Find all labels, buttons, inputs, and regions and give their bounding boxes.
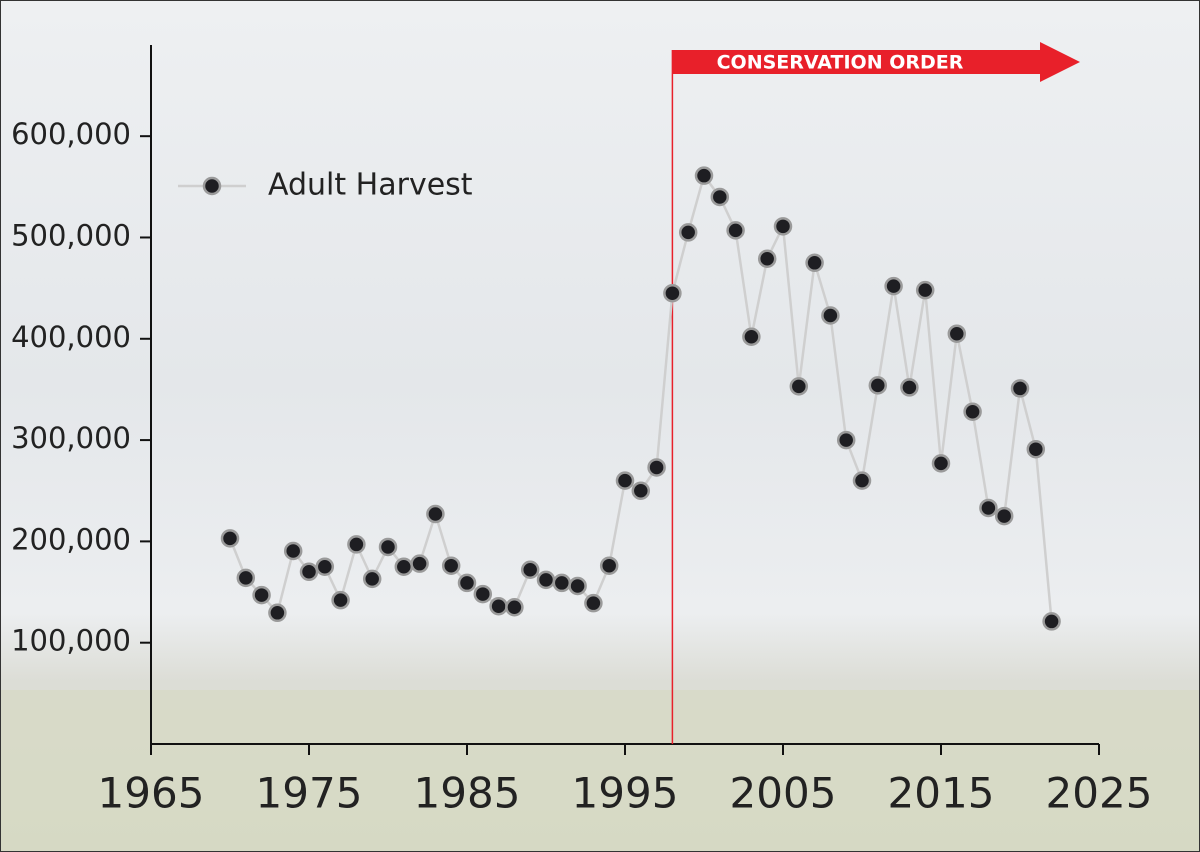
x-tick-label: 2025 (1046, 769, 1153, 818)
legend-label: Adult Harvest (268, 168, 473, 203)
data-point (1026, 439, 1046, 459)
data-point (268, 603, 287, 623)
data-point (362, 569, 382, 589)
ground (1, 690, 1199, 851)
data-point (947, 324, 967, 343)
data-point (394, 557, 414, 576)
data-point (1042, 612, 1061, 631)
data-point (584, 593, 603, 613)
data-point (299, 562, 319, 582)
y-tick-label: 500,000 (11, 218, 131, 252)
x-tick-label: 1975 (256, 769, 363, 818)
data-point (821, 306, 840, 325)
data-point (979, 498, 998, 518)
data-point (852, 471, 872, 490)
data-point (663, 283, 682, 303)
annotation-text: CONSERVATION ORDER (717, 52, 964, 74)
data-point (220, 529, 240, 548)
data-point (520, 560, 540, 580)
data-point (331, 590, 350, 610)
data-point (631, 481, 651, 500)
x-tick-label: 2015 (888, 769, 995, 818)
data-point (552, 573, 572, 593)
data-point (647, 458, 666, 477)
data-point (884, 276, 903, 296)
data-point (489, 596, 508, 616)
y-tick-label: 200,000 (11, 522, 131, 556)
data-point (836, 430, 856, 450)
data-point (410, 554, 429, 573)
x-tick-label: 1965 (98, 769, 205, 818)
y-tick-label: 600,000 (11, 117, 131, 151)
x-tick-label: 1995 (572, 769, 679, 818)
data-point (457, 573, 477, 593)
data-point (378, 537, 398, 557)
data-point (252, 585, 271, 605)
annotation-arrow (672, 42, 1080, 82)
legend-marker (202, 176, 222, 196)
data-point (473, 584, 493, 604)
data-point (678, 223, 698, 242)
data-point (441, 556, 461, 575)
x-tick-label: 2005 (730, 769, 837, 818)
data-point (283, 541, 303, 561)
data-point (773, 217, 793, 236)
data-point (615, 471, 635, 490)
data-point (742, 327, 761, 347)
data-point (505, 597, 524, 617)
data-point (963, 402, 982, 421)
data-point (347, 535, 366, 554)
data-point (599, 556, 619, 575)
data-point (931, 454, 951, 473)
x-tick-label: 1985 (414, 769, 521, 818)
data-point (915, 280, 935, 300)
data-point (710, 187, 730, 207)
data-point (426, 504, 445, 524)
data-point (726, 221, 745, 240)
data-point (536, 570, 556, 590)
data-point (315, 557, 335, 576)
data-point (694, 166, 714, 185)
data-point (568, 576, 587, 596)
y-tick-label: 100,000 (11, 624, 131, 658)
data-point (805, 253, 824, 273)
data-point (1010, 379, 1030, 398)
data-point (994, 506, 1014, 526)
data-point (868, 376, 888, 395)
data-point (236, 568, 256, 588)
data-point (789, 377, 809, 396)
data-point (757, 249, 777, 269)
y-tick-label: 300,000 (11, 421, 131, 455)
y-tick-label: 400,000 (11, 320, 131, 354)
data-point (900, 378, 919, 397)
